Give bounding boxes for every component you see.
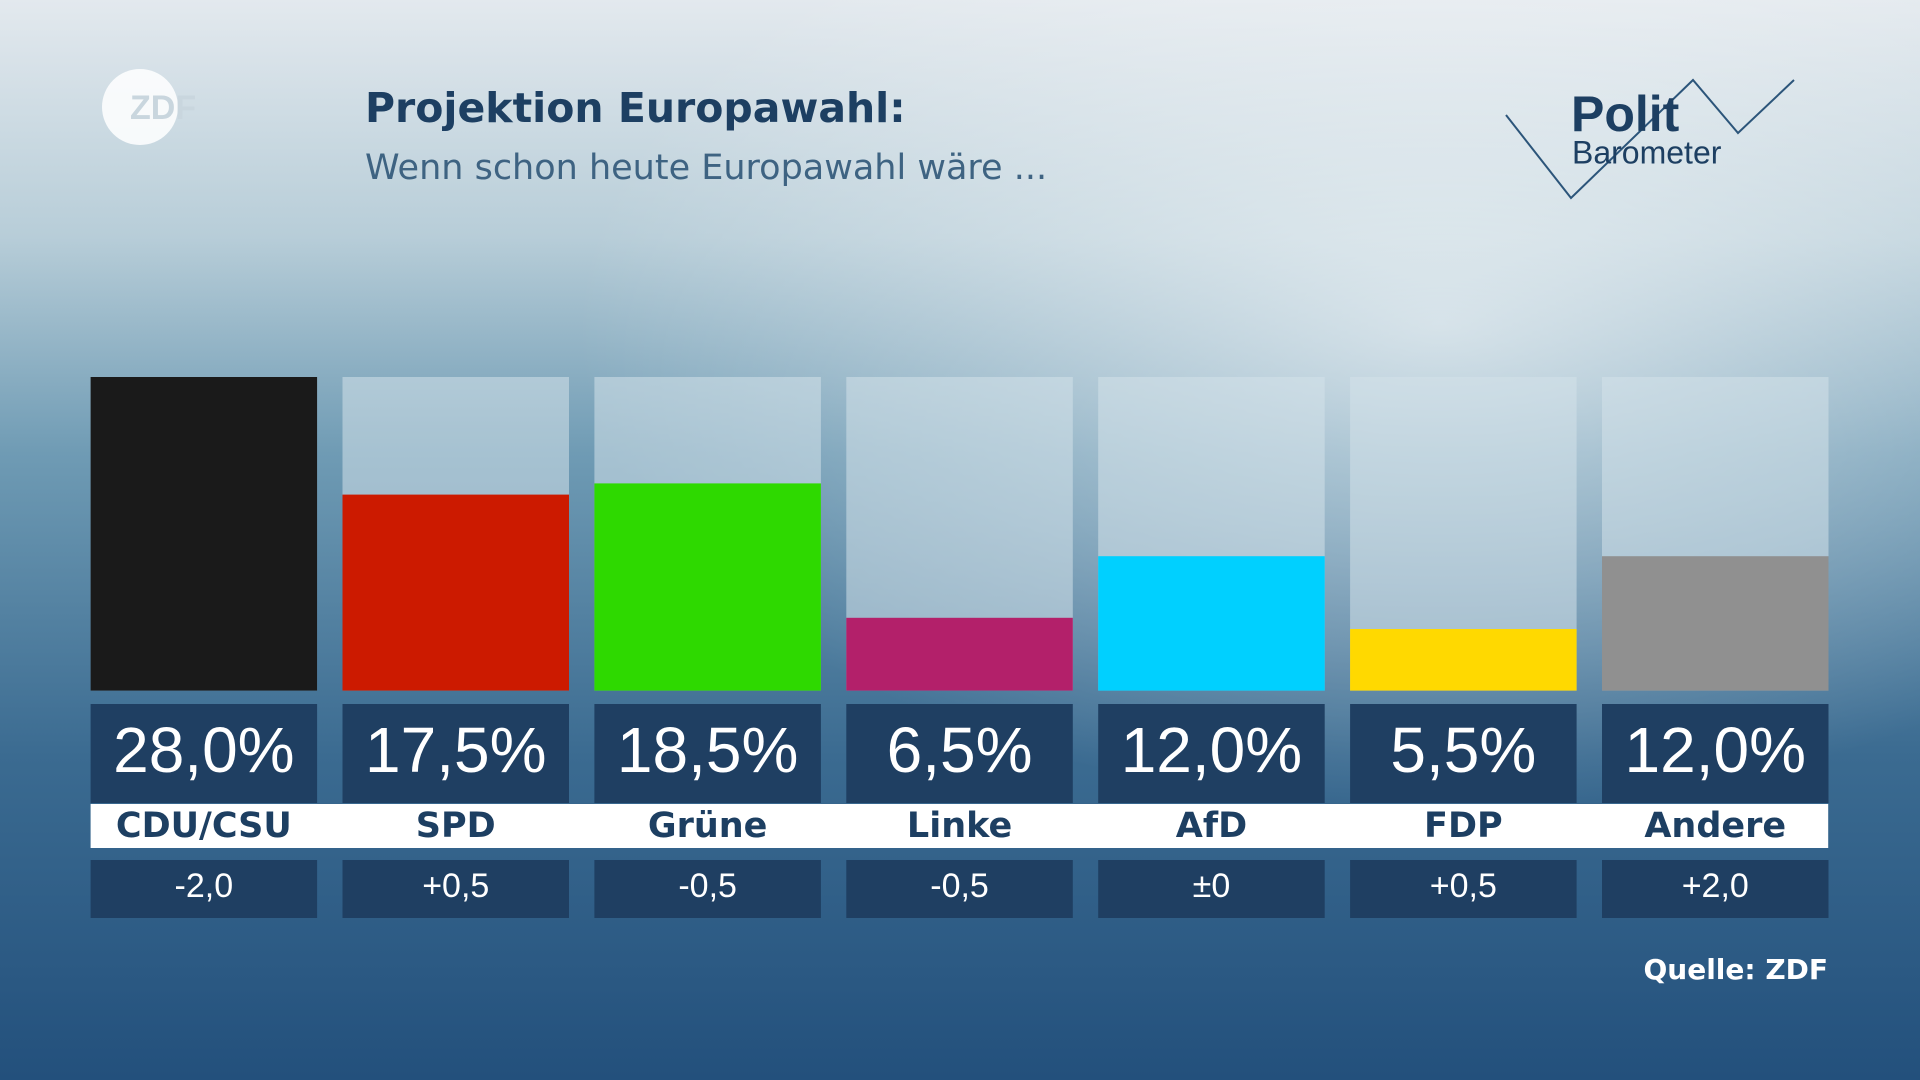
value-box [1350,704,1577,803]
change-label: +0,5 [422,867,489,905]
change-label: -0,5 [930,867,989,905]
value-box [90,704,318,803]
bar [1602,556,1829,691]
value-label: 12,0% [1121,714,1302,786]
value-label: 5,5% [1390,714,1536,786]
category-label: AfD [1176,806,1247,846]
bar [1098,556,1325,691]
change-box [846,860,1073,918]
value-box [1098,704,1325,803]
bar [90,377,318,691]
brand-line [1505,78,1795,200]
category-label: Andere [1644,806,1786,846]
brand-bottom: Barometer [1572,134,1722,170]
change-box [594,860,821,918]
category-label: FDP [1424,806,1503,846]
change-label: +2,0 [1682,867,1749,905]
logo: ZDF [130,89,196,127]
category-label: SPD [416,806,496,846]
category-label: Linke [907,806,1012,846]
value-box [342,704,569,803]
change-box [1602,860,1829,918]
change-label: ±0 [1193,867,1231,905]
category-label: Grüne [648,806,768,846]
change-label: -0,5 [678,867,737,905]
chart-title: Projektion Europawahl: [365,84,906,132]
value-box [1602,704,1829,803]
chart-subtitle: Wenn schon heute Europawahl wäre ... [365,148,1047,188]
value-label: 12,0% [1625,714,1806,786]
change-box [1098,860,1325,918]
change-box [342,860,569,918]
value-box [846,704,1073,803]
bar [846,617,1073,691]
value-box [594,704,821,803]
change-box [90,860,318,918]
change-box [1350,860,1577,918]
category-strip [90,804,1829,848]
change-label: -2,0 [175,867,234,905]
bar [342,494,569,691]
value-label: 18,5% [617,714,798,786]
source: Quelle: ZDF [1643,953,1828,986]
logo-circle [102,69,178,145]
bar [594,483,821,691]
value-label: 28,0% [113,714,294,786]
category-label: CDU/CSU [116,806,292,846]
change-label: +0,5 [1430,867,1497,905]
bar [1350,629,1577,691]
value-label: 17,5% [365,714,546,786]
value-label: 6,5% [887,714,1033,786]
brand-top: Polit [1571,86,1680,142]
